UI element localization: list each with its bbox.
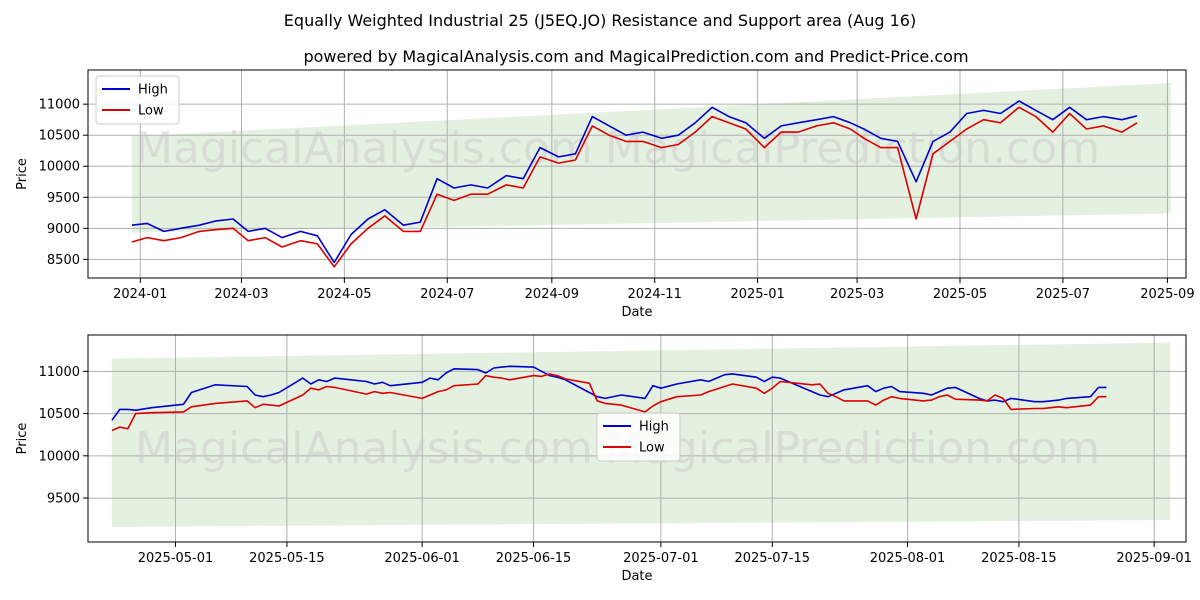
- legend: High Low: [95, 75, 180, 125]
- watermark-text: MagicalPrediction.com: [605, 423, 1100, 474]
- legend-label: High: [138, 83, 168, 98]
- legend-label: Low: [639, 441, 665, 456]
- y-tick-label: 10000: [39, 160, 80, 175]
- x-tick-label: 2025-09-01: [1116, 551, 1192, 566]
- plot-frame: [87, 69, 1187, 279]
- watermark-text: MagicalPrediction.com: [605, 123, 1100, 174]
- watermark-text: MagicalAnalysis.com: [135, 273, 593, 324]
- x-tick-label: 2025-01: [730, 287, 784, 302]
- y-tick-label: 10500: [39, 129, 80, 144]
- resistance-support-band: [131, 83, 1171, 233]
- chart-title: Equally Weighted Industrial 25 (J5EQ.JO)…: [284, 11, 916, 30]
- x-tick-label: 2025-05-15: [249, 551, 325, 566]
- x-tick-label: 2025-08-01: [870, 551, 946, 566]
- legend-label: Low: [138, 104, 164, 119]
- x-tick-label: 2025-07-15: [734, 551, 810, 566]
- x-tick-label: 2024-11: [628, 287, 682, 302]
- x-tick-label: 2024-07: [420, 287, 474, 302]
- x-axis-label: Date: [621, 569, 652, 584]
- series-line-high: [131, 100, 1138, 264]
- watermark-text: MagicalAnalysis.com: [135, 123, 593, 174]
- plot-frame: [87, 334, 1187, 543]
- chart-subtitle: powered by MagicalAnalysis.com and Magic…: [303, 47, 968, 66]
- x-tick-label: 2025-03: [830, 287, 884, 302]
- y-tick-label: 11000: [39, 365, 80, 380]
- y-tick-label: 10000: [39, 449, 80, 464]
- x-tick-label: 2025-07-01: [623, 551, 699, 566]
- series-line-low: [131, 106, 1138, 268]
- x-tick-label: 2024-03: [214, 287, 268, 302]
- y-axis-label: Price: [15, 423, 30, 455]
- watermark-text: MagicalAnalysis.com: [135, 423, 593, 474]
- y-tick-label: 11000: [39, 98, 80, 113]
- watermark-text: MagicalPrediction.com: [605, 273, 1100, 324]
- y-tick-label: 9000: [47, 222, 80, 237]
- x-tick-label: 2025-07: [1036, 287, 1090, 302]
- x-tick-label: 2025-05: [933, 287, 987, 302]
- y-axis-label: Price: [15, 158, 30, 190]
- y-tick-label: 9500: [47, 492, 80, 507]
- y-tick-label: 10500: [39, 407, 80, 422]
- x-tick-label: 2025-08-15: [981, 551, 1057, 566]
- x-tick-label: 2025-06-01: [384, 551, 460, 566]
- x-axis-label: Date: [621, 305, 652, 320]
- x-tick-label: 2025-05-01: [138, 551, 214, 566]
- series-line-high: [111, 365, 1107, 421]
- bottom-panel: MagicalAnalysis.com MagicalPrediction.com…: [15, 334, 1192, 584]
- x-tick-label: 2024-05: [317, 287, 371, 302]
- x-tick-label: 2024-09: [525, 287, 579, 302]
- x-tick-label: 2025-09: [1140, 287, 1194, 302]
- x-tick-label: 2024-01: [113, 287, 167, 302]
- plot-area: MagicalAnalysis.com MagicalPrediction.com…: [88, 70, 1186, 324]
- legend: High Low: [596, 412, 681, 462]
- top-panel: MagicalAnalysis.com MagicalPrediction.com…: [15, 69, 1195, 324]
- y-tick-label: 8500: [47, 253, 80, 268]
- y-tick-label: 9500: [47, 191, 80, 206]
- series-line-low: [111, 373, 1107, 432]
- x-tick-label: 2025-06-15: [496, 551, 572, 566]
- legend-label: High: [639, 420, 669, 435]
